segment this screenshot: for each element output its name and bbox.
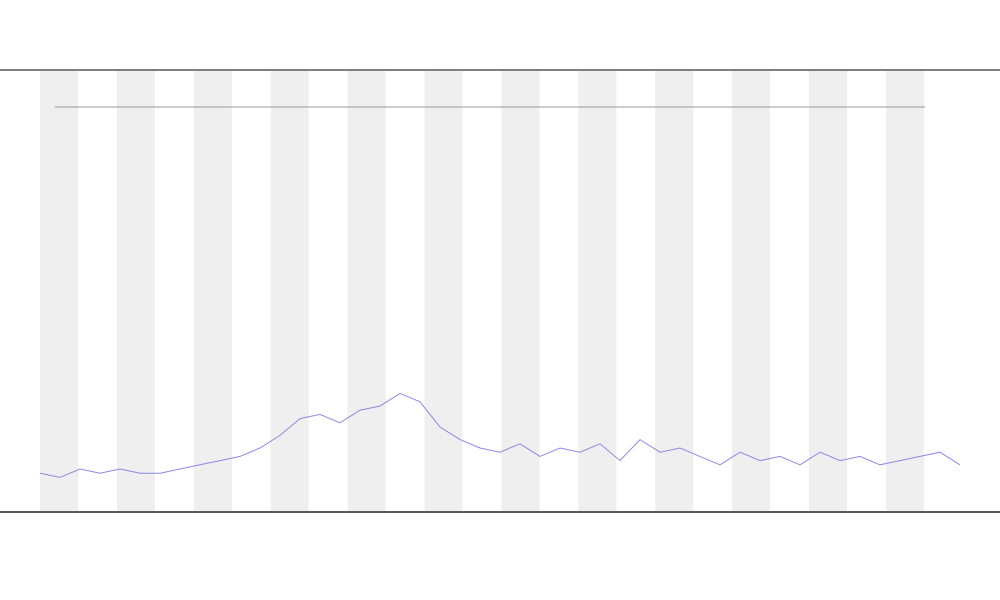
band [885, 71, 924, 511]
band [578, 71, 617, 511]
band [424, 71, 463, 511]
band [193, 71, 232, 511]
band [347, 71, 386, 511]
band [270, 71, 309, 511]
band [501, 71, 540, 511]
data-line [39, 392, 961, 478]
band [40, 71, 78, 511]
band [655, 71, 694, 511]
band [809, 71, 847, 511]
background-bands [40, 71, 924, 511]
band [116, 71, 155, 511]
band [732, 71, 771, 511]
